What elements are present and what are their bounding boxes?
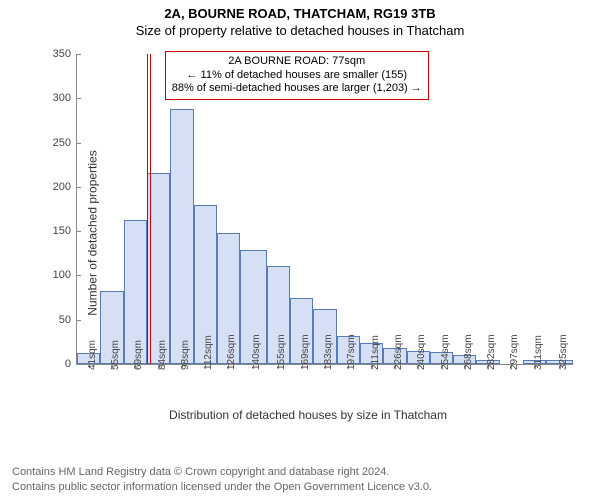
plot-area: 05010015020025030035041sqm55sqm69sqm84sq… bbox=[76, 54, 573, 365]
x-tick-label: 84sqm bbox=[157, 340, 168, 370]
x-tick-label: 268sqm bbox=[463, 334, 474, 370]
title-main: 2A, BOURNE ROAD, THATCHAM, RG19 3TB bbox=[0, 6, 600, 21]
footer: Contains HM Land Registry data © Crown c… bbox=[12, 465, 432, 494]
footer-line-1: Contains HM Land Registry data © Crown c… bbox=[12, 465, 432, 479]
x-tick-label: 282sqm bbox=[486, 334, 497, 370]
y-tick: 300 bbox=[53, 92, 77, 104]
x-tick-label: 226sqm bbox=[393, 334, 404, 370]
x-axis-label: Distribution of detached houses by size … bbox=[38, 408, 578, 422]
annotation-line: ← 11% of detached houses are smaller (15… bbox=[172, 69, 422, 83]
title-block: 2A, BOURNE ROAD, THATCHAM, RG19 3TB Size… bbox=[0, 0, 600, 38]
y-tick: 150 bbox=[53, 225, 77, 237]
x-tick-label: 98sqm bbox=[180, 340, 191, 370]
footer-line-2: Contains public sector information licen… bbox=[12, 480, 432, 494]
x-tick-label: 126sqm bbox=[226, 334, 237, 370]
x-tick-label: 69sqm bbox=[133, 340, 144, 370]
x-tick-label: 155sqm bbox=[276, 334, 287, 370]
x-tick-label: 140sqm bbox=[251, 334, 262, 370]
reference-line bbox=[147, 54, 148, 364]
annotation-box: 2A BOURNE ROAD: 77sqm← 11% of detached h… bbox=[165, 51, 429, 100]
x-tick-label: 240sqm bbox=[416, 334, 427, 370]
y-tick: 100 bbox=[53, 269, 77, 281]
x-tick-label: 254sqm bbox=[440, 334, 451, 370]
y-tick: 250 bbox=[53, 137, 77, 149]
y-tick: 350 bbox=[53, 48, 77, 60]
annotation-line: 88% of semi-detached houses are larger (… bbox=[172, 82, 422, 96]
x-tick-label: 169sqm bbox=[300, 334, 311, 370]
x-tick-label: 197sqm bbox=[346, 334, 357, 370]
x-tick-label: 325sqm bbox=[558, 334, 569, 370]
reference-line bbox=[150, 54, 151, 364]
x-tick-label: 297sqm bbox=[509, 334, 520, 370]
histogram-bar bbox=[170, 109, 193, 364]
x-tick-label: 55sqm bbox=[110, 340, 121, 370]
chart: Number of detached properties 0501001502… bbox=[38, 48, 578, 418]
y-tick: 50 bbox=[59, 314, 77, 326]
x-tick-label: 311sqm bbox=[533, 335, 544, 370]
title-sub: Size of property relative to detached ho… bbox=[0, 23, 600, 38]
x-tick-label: 211sqm bbox=[370, 335, 381, 370]
y-tick: 200 bbox=[53, 181, 77, 193]
y-tick: 0 bbox=[65, 358, 77, 370]
x-tick-label: 112sqm bbox=[203, 335, 214, 370]
x-tick-label: 183sqm bbox=[323, 334, 334, 370]
annotation-line: 2A BOURNE ROAD: 77sqm bbox=[172, 55, 422, 69]
x-tick-label: 41sqm bbox=[87, 340, 98, 370]
